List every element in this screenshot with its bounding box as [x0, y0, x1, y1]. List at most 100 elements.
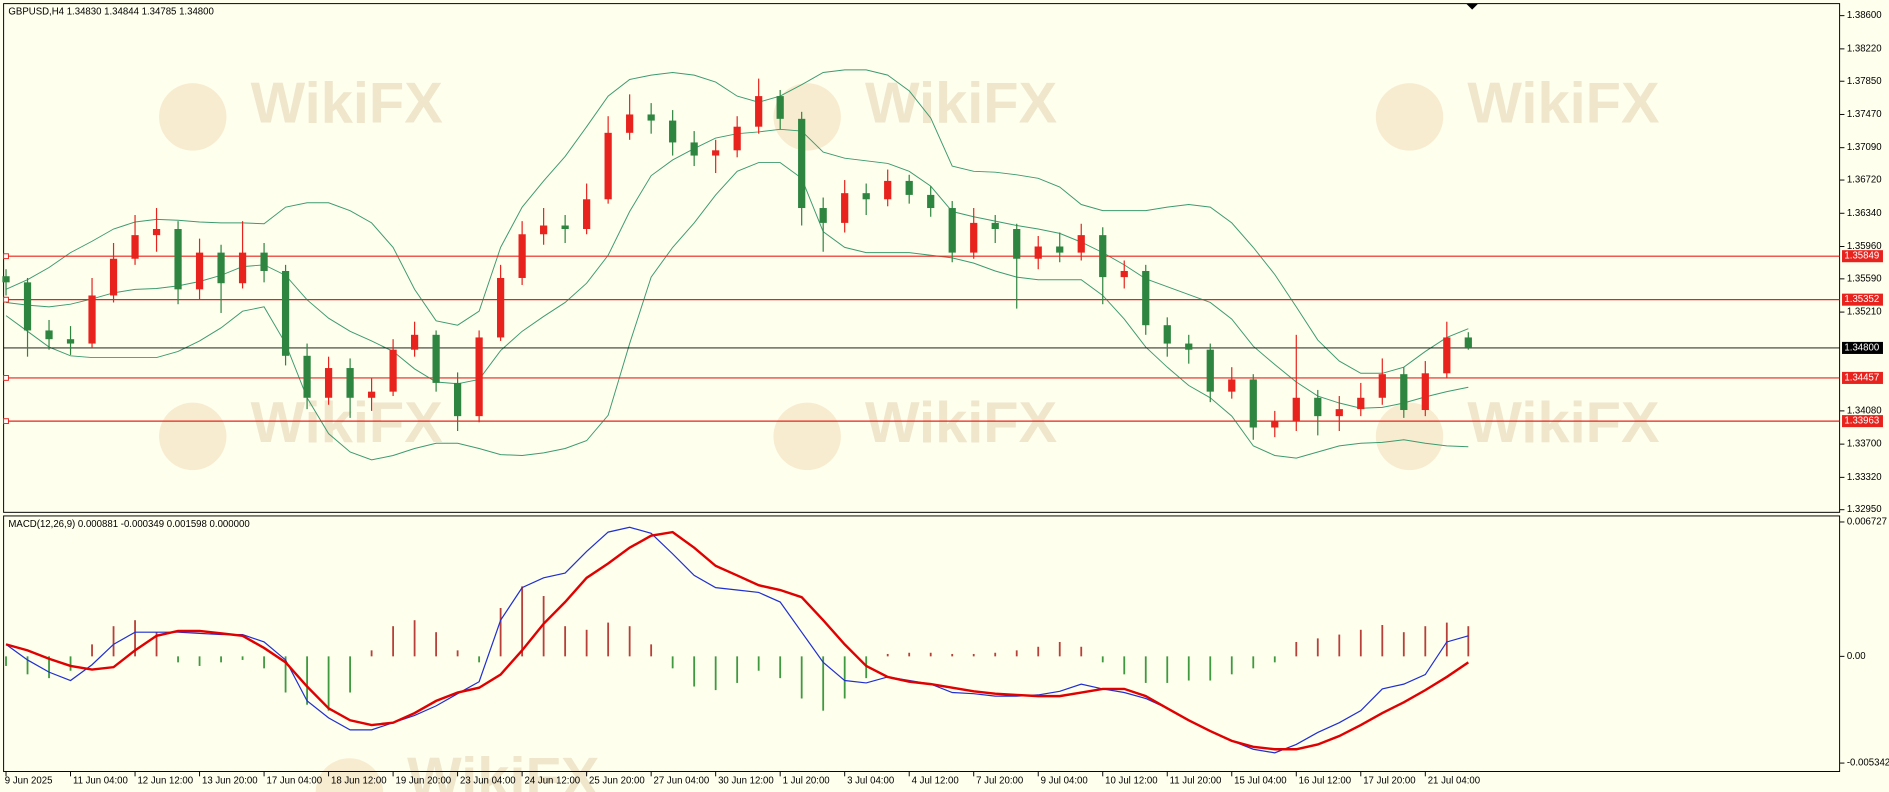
level-label-box	[1842, 293, 1883, 306]
watermark-logo	[773, 402, 841, 471]
y-tick-label: 1.37090	[1847, 142, 1882, 153]
x-tick-label: 18 Jun 12:00	[331, 776, 387, 787]
watermark: WikiFX	[251, 72, 444, 136]
y-tick-label: 1.37470	[1847, 109, 1882, 120]
watermark: WikiFX	[407, 747, 600, 792]
candle-body	[217, 252, 225, 284]
candle-body	[970, 222, 978, 253]
candle-body	[819, 208, 827, 223]
signal-line	[5, 530, 1469, 751]
x-tick-label: 11 Jun 04:00	[73, 776, 128, 787]
level-label: 1.34457	[1844, 372, 1879, 383]
candle-body	[712, 150, 720, 156]
x-tick-label: 15 Jul 04:00	[1234, 776, 1286, 787]
candle-body	[1228, 379, 1236, 392]
x-tick-label: 17 Jul 20:00	[1363, 776, 1415, 787]
level-label-box	[1842, 250, 1883, 263]
x-tick-label: 17 Jun 04:00	[266, 776, 322, 787]
level-label: 1.35352	[1844, 294, 1879, 305]
x-tick-label: 13 Jun 20:00	[202, 776, 258, 787]
x-tick-label: 19 Jun 20:00	[396, 776, 452, 787]
watermark: WikiFX	[1467, 391, 1660, 455]
current-price-label: 1.34800	[1844, 342, 1879, 353]
y-tick-label: 1.38220	[1847, 43, 1882, 54]
watermark-logo	[315, 758, 384, 792]
candle-body	[88, 295, 96, 344]
y-tick-label: 1.35590	[1847, 273, 1882, 284]
candle-body	[991, 222, 999, 230]
candle-body	[1185, 343, 1193, 350]
watermark-logo	[159, 83, 227, 151]
y-tick-label: -0.005342	[1847, 758, 1889, 769]
y-tick-label: 1.34080	[1847, 405, 1882, 416]
current-price-box	[1842, 341, 1883, 354]
x-tick-label: 23 Jun 04:00	[460, 776, 516, 787]
watermark-logo	[1375, 402, 1444, 471]
candle-body	[45, 330, 53, 340]
candle-body	[497, 277, 505, 338]
macd-title: MACD(12,26,9) 0.000881 -0.000349 0.00159…	[8, 519, 249, 530]
candle-body	[1099, 235, 1107, 278]
watermark: WikiFX	[251, 391, 444, 455]
candle-body	[303, 355, 311, 398]
candle-body	[23, 282, 32, 331]
candle-body	[583, 199, 591, 230]
candle-body	[389, 349, 397, 392]
x-tick-label: 27 Jun 04:00	[654, 776, 710, 787]
candle-body	[109, 258, 118, 296]
candle-body	[1034, 246, 1042, 259]
candle-body	[755, 96, 763, 127]
candle-body	[453, 382, 462, 417]
candle-body	[1271, 421, 1279, 428]
level-marker	[3, 253, 9, 260]
watermark: WikiFX	[1467, 72, 1660, 136]
y-tick-label: 1.33700	[1847, 439, 1882, 450]
x-tick-label: 9 Jun 2025	[5, 776, 53, 787]
level-label: 1.33963	[1844, 416, 1879, 427]
candle-body	[798, 118, 806, 209]
candle-body	[475, 337, 483, 417]
x-tick-label: 30 Jun 12:00	[718, 776, 774, 787]
candle-body	[1163, 325, 1171, 344]
candle-body	[346, 368, 354, 398]
candle-body	[690, 142, 698, 156]
candle-body	[1335, 409, 1343, 417]
band-lower	[5, 162, 1469, 461]
candle-body	[1056, 246, 1064, 253]
x-tick-label: 4 Jul 12:00	[912, 776, 959, 787]
y-tick-label: 1.38600	[1847, 10, 1882, 21]
candle-body	[1400, 374, 1408, 411]
x-tick-label: 16 Jul 12:00	[1299, 776, 1351, 787]
candle-body	[862, 193, 870, 200]
candle-body	[1292, 397, 1300, 422]
candle-body	[1378, 374, 1386, 398]
candle-body	[884, 180, 892, 200]
candle-body	[841, 193, 849, 223]
candle-body	[66, 339, 75, 344]
level-marker	[3, 296, 9, 303]
level-label-box	[1842, 371, 1883, 384]
candle-body	[1013, 229, 1021, 259]
x-tick-label: 1 Jul 20:00	[783, 776, 830, 787]
level-label: 1.35849	[1844, 251, 1879, 262]
y-tick-label: 1.33320	[1847, 472, 1882, 483]
macd-panel	[3, 515, 1841, 772]
candle-body	[410, 334, 419, 350]
candle-body	[626, 114, 634, 133]
y-tick-label: 1.35210	[1847, 307, 1882, 318]
candle-body	[195, 252, 204, 290]
watermark-logo	[1375, 83, 1444, 151]
candle-body	[1077, 235, 1085, 253]
x-tick-label: 10 Jul 12:00	[1105, 776, 1157, 787]
candle-body	[1206, 349, 1214, 392]
candle-body	[1120, 270, 1128, 278]
x-tick-label: 12 Jun 12:00	[137, 776, 193, 787]
candle-body	[281, 270, 290, 356]
y-tick-label: 1.36340	[1847, 208, 1882, 219]
band-upper	[5, 69, 1469, 374]
x-tick-label: 3 Jul 04:00	[847, 776, 894, 787]
watermark-logo	[159, 402, 227, 471]
candle-body	[1443, 337, 1451, 374]
